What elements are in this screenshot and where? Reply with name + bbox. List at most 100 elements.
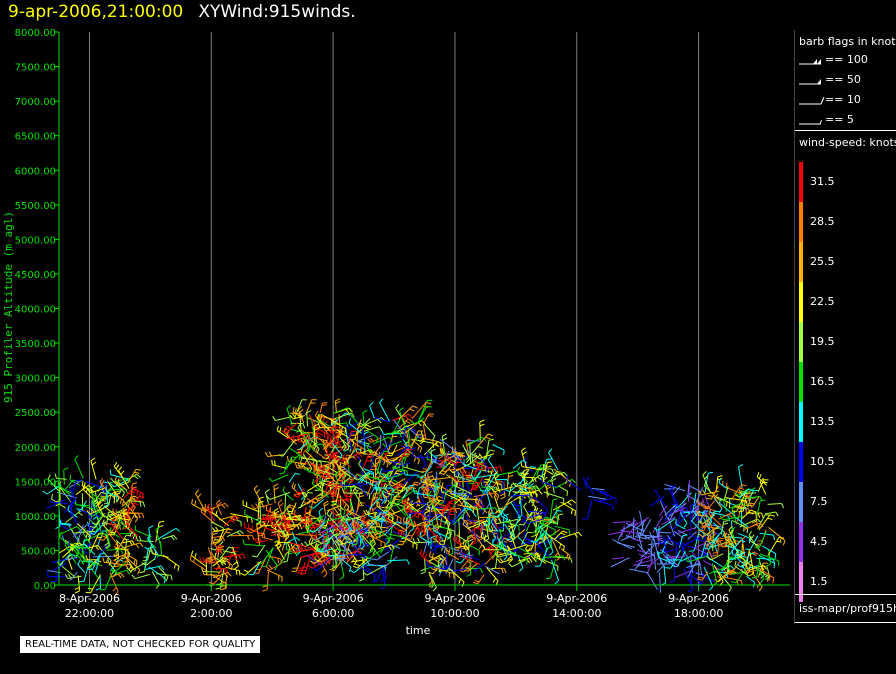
wind-barb-feather (326, 440, 328, 446)
wind-barb-feather (401, 527, 407, 531)
wind-barb-feather (280, 512, 286, 515)
wind-barb (97, 505, 105, 518)
speed-color-swatch (799, 482, 803, 522)
wind-barb (330, 412, 347, 427)
wind-barb (362, 412, 365, 428)
wind-barb-feather (335, 473, 341, 477)
wind-barb-feather (117, 573, 122, 579)
wind-barb (496, 518, 518, 525)
wind-barb-feather (503, 513, 509, 517)
wind-barb-feather (776, 540, 782, 543)
wind-barb-feather (489, 493, 493, 499)
wind-barb-feather (361, 440, 366, 444)
wind-barb-feather (221, 581, 224, 587)
wind-barb (472, 464, 484, 484)
wind-barb (206, 507, 216, 522)
wind-barb-feather (262, 585, 268, 588)
wind-barb-feather (525, 544, 529, 550)
speed-color-label: 10.5 (810, 455, 835, 468)
wind-barb (698, 514, 709, 517)
wind-barb (736, 553, 751, 566)
wind-barb-feather (480, 507, 484, 512)
wind-barb (353, 524, 362, 534)
wind-barb-feather (283, 427, 287, 433)
wind-barb (295, 534, 316, 536)
wind-barb-feather (442, 567, 448, 571)
wind-barb-feather (389, 537, 395, 540)
wind-barb (713, 564, 724, 583)
wind-barb-feather (88, 548, 92, 554)
wind-barb (102, 525, 117, 541)
wind-barb-feather (235, 569, 238, 575)
wind-barb (308, 432, 320, 443)
wind-barb (362, 453, 370, 471)
wind-barb-feather (135, 543, 140, 549)
wind-barb-feather (503, 568, 507, 574)
wind-barb-feather (130, 490, 136, 494)
wind-barb-feather (103, 504, 109, 508)
wind-barb-feather (113, 553, 118, 559)
wind-barb (661, 541, 668, 554)
wind-barb (735, 566, 749, 584)
wind-barb-feather (361, 512, 365, 518)
wind-barb-feather (756, 472, 760, 478)
wind-barb-feather (704, 547, 710, 550)
wind-barb (675, 523, 686, 530)
wind-barb-feather (736, 563, 742, 568)
wind-barb-feather (197, 493, 202, 498)
wind-barb (99, 547, 112, 562)
wind-barb-feather (502, 546, 507, 552)
wind-barb-feather (723, 571, 729, 574)
wind-barb (657, 528, 661, 548)
wind-barb (340, 521, 349, 533)
wind-barb-feather (378, 533, 381, 539)
wind-barb-feather (303, 448, 309, 453)
wind-barb-feather (453, 455, 458, 460)
wind-barb (357, 473, 367, 481)
wind-barb-feather (452, 476, 456, 482)
wind-barb-feather (758, 586, 763, 592)
wind-barb-feather (122, 560, 128, 563)
wind-barb-feather (314, 423, 319, 427)
wind-barb (313, 499, 324, 509)
wind-barb-feather (266, 495, 271, 500)
x-axis-title: time (406, 624, 431, 637)
wind-barb-feather (90, 508, 95, 513)
wind-barb (335, 473, 339, 485)
wind-barb-feather (551, 468, 555, 474)
wind-barb-feather (412, 538, 416, 543)
wind-barb-feather (399, 407, 404, 412)
wind-barb-feather (486, 488, 492, 493)
wind-barb (312, 449, 328, 460)
wind-barb (703, 566, 714, 587)
wind-barb-feather (499, 557, 504, 563)
wind-barb-feather (345, 409, 350, 414)
wind-barb-feather (302, 423, 306, 429)
wind-barb (349, 414, 363, 428)
wind-barb-feather (529, 540, 535, 544)
wind-barb-feather (467, 534, 473, 538)
wind-barb-feather (74, 553, 79, 558)
wind-barb-feather (218, 545, 225, 549)
wind-barb-feather (404, 503, 410, 507)
wind-barb-feather (758, 474, 762, 479)
wind-barb-feather (506, 479, 510, 485)
wind-barb-feather (508, 474, 514, 478)
wind-barb-feather (88, 484, 93, 489)
wind-barb-feather (759, 522, 764, 528)
wind-barb (339, 468, 352, 478)
wind-barb-feather (726, 566, 731, 571)
wind-barb-feather (270, 523, 276, 527)
wind-barb-feather (207, 557, 212, 562)
wind-barb-feather (136, 499, 142, 502)
wind-barb-feather (351, 557, 356, 563)
wind-barb-feather (707, 495, 713, 497)
wind-barb (460, 551, 471, 564)
wind-barb (244, 513, 264, 524)
wind-barb (693, 542, 706, 549)
wind-barb-feather (456, 476, 460, 482)
wind-barb (410, 430, 419, 449)
wind-barb-feather (370, 449, 375, 454)
wind-barb-feather (745, 500, 748, 506)
wind-barb (718, 512, 733, 520)
